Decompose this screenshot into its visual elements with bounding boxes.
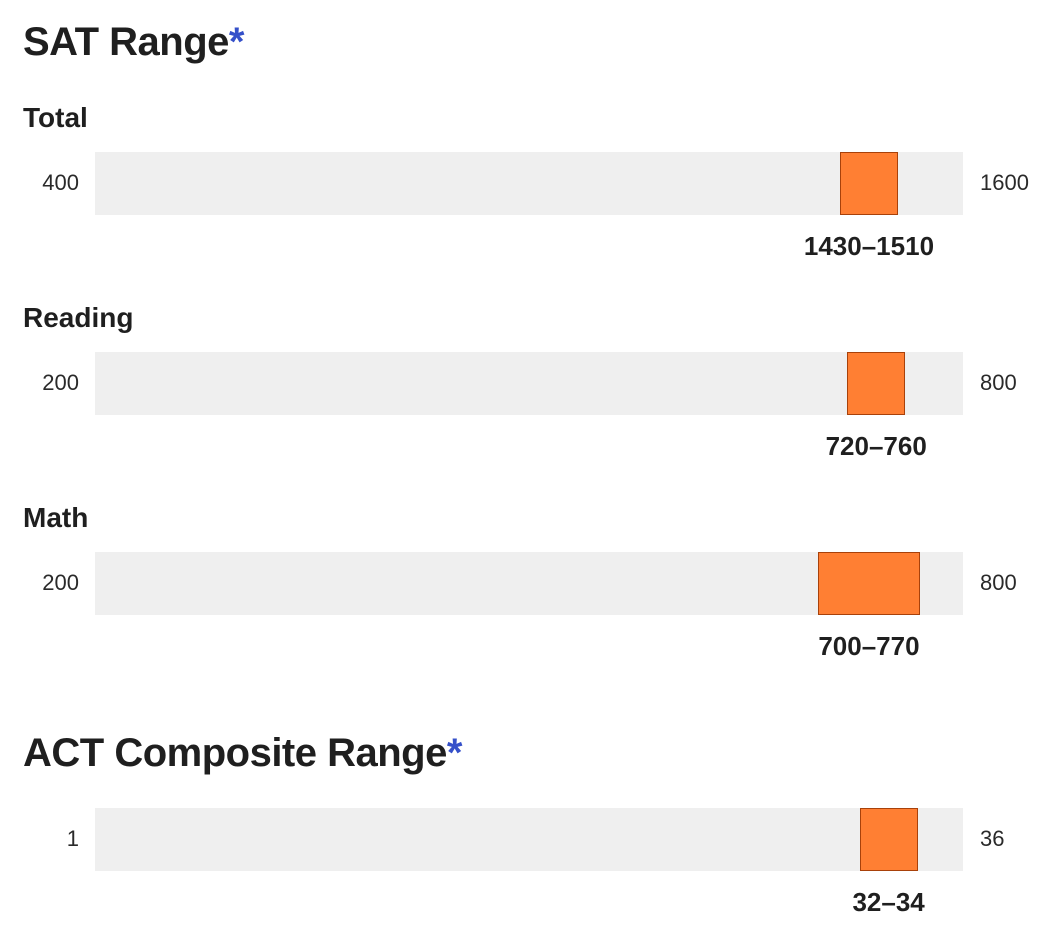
axis-max-reading: 800 [980,370,1017,395]
axis-min-reading: 200 [42,370,79,395]
range-value-total: 1430–1510 [803,231,935,261]
sat-range-asterisk: * [228,20,245,64]
act-range-title: ACT Composite Range* [23,733,462,773]
act-range-asterisk: * [446,731,463,775]
range-value-math: 700–770 [818,631,920,661]
axis-max-act: 36 [980,826,1005,851]
axis-min-total: 400 [42,170,79,195]
act-range-title-text: ACT Composite Range [23,731,447,775]
range-track-total [95,152,963,215]
axis-min-act: 1 [66,826,79,851]
range-value-act: 32–34 [852,887,925,917]
sat-range-title: SAT Range* [23,22,244,62]
range-box-act [859,808,918,871]
range-box-total [839,152,898,215]
axis-min-math: 200 [42,570,79,595]
range-box-math [818,552,920,615]
range-value-reading: 720–760 [825,431,927,461]
range-track-act [95,808,963,871]
range-track-math [95,552,963,615]
range-label-total: Total [23,102,88,133]
sat-range-title-text: SAT Range [23,20,229,64]
range-label-reading: Reading [23,302,134,333]
axis-max-math: 800 [980,570,1017,595]
range-track-reading [95,352,963,415]
axis-max-total: 1600 [980,170,1029,195]
range-label-math: Math [23,502,89,533]
range-box-reading [847,352,906,415]
